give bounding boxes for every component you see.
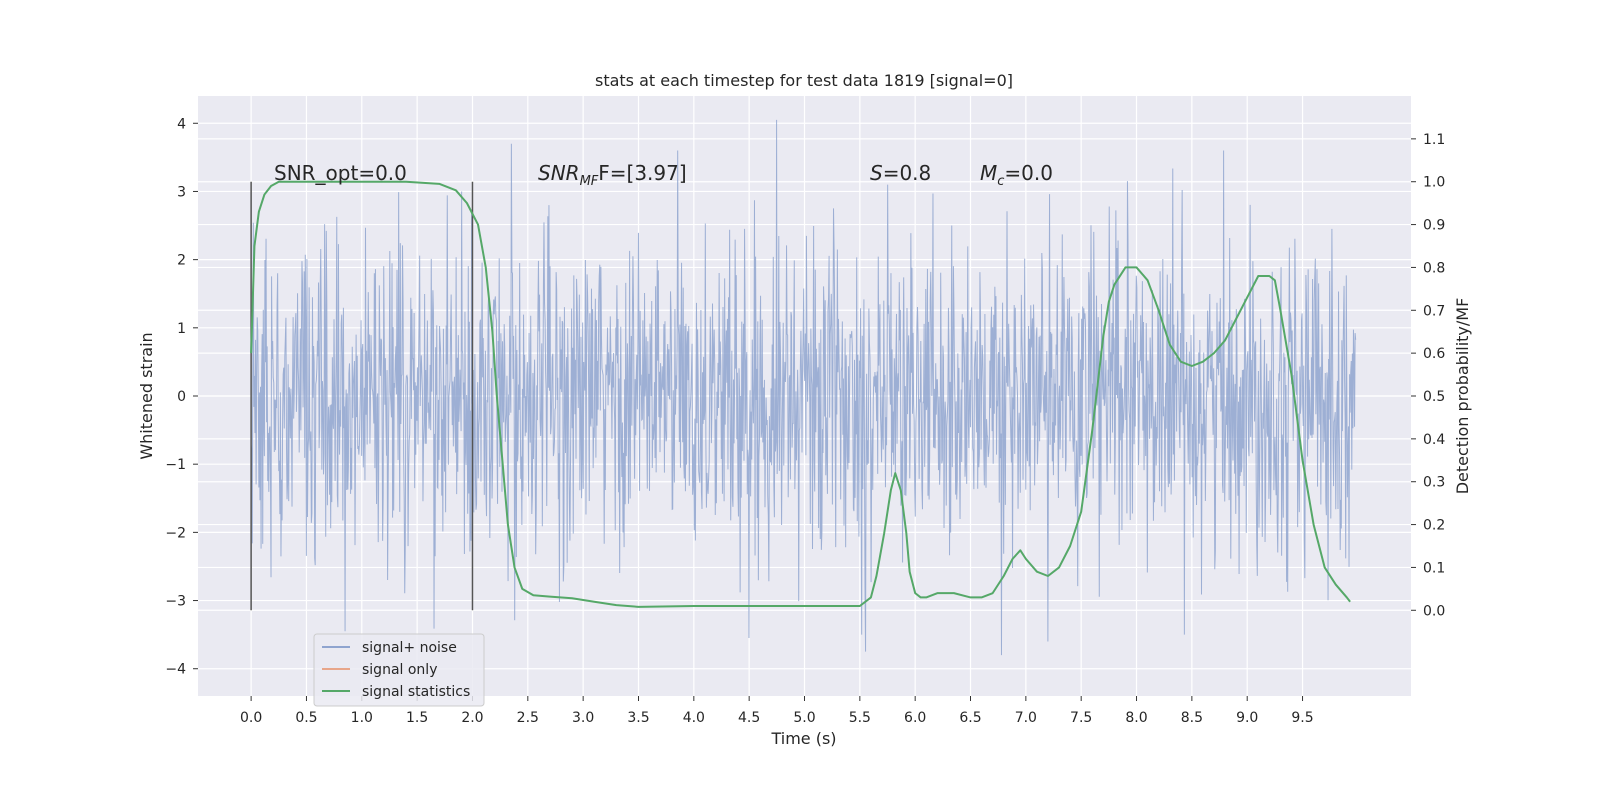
y-tick-label: 2 bbox=[177, 253, 186, 269]
y2-tick-label: 0.8 bbox=[1423, 260, 1445, 276]
y-tick-label: 1 bbox=[177, 321, 186, 337]
x-tick-label: 8.5 bbox=[1181, 710, 1203, 726]
y2-axis-label: Detection probability/MF bbox=[1453, 298, 1472, 495]
annotation-mc-main: M bbox=[980, 161, 997, 185]
legend-box bbox=[313, 633, 485, 707]
stats-series bbox=[250, 180, 1351, 608]
x-tick-label: 7.0 bbox=[1015, 710, 1037, 726]
y-tick-label: 4 bbox=[177, 116, 186, 132]
x-ticks: 0.0 0.5 1.0 1.5 2.0 2.5 3.0 3.5 4.0 4.5 5.0 5.5 6.0 6… bbox=[240, 696, 1314, 726]
y2-tick-label: 0.9 bbox=[1423, 218, 1445, 234]
annotation-snr-mf-main: SNR bbox=[538, 161, 580, 185]
y-axis-label: Whitened strain bbox=[137, 332, 156, 459]
y2-tick-label: 1.1 bbox=[1423, 132, 1445, 148]
y2-tick-label: 0.0 bbox=[1423, 603, 1445, 619]
legend-label-noise: signal+ noise bbox=[362, 640, 457, 656]
y2-tick-label: 0.6 bbox=[1423, 346, 1445, 362]
x-tick-label: 0.5 bbox=[295, 710, 317, 726]
annotation-s-main: S bbox=[870, 161, 883, 185]
annotation-mc-value: =0.0 bbox=[1004, 161, 1053, 185]
y-tick-label: 0 bbox=[177, 389, 186, 405]
y2-tick-label: 1.0 bbox=[1423, 175, 1445, 191]
chart-title: stats at each timestep for test data 181… bbox=[595, 71, 1013, 90]
x-tick-label: 8.0 bbox=[1125, 710, 1147, 726]
x-tick-label: 9.0 bbox=[1236, 710, 1258, 726]
annotation-s: S=0.8 bbox=[870, 161, 931, 185]
noise-series bbox=[250, 119, 1357, 656]
annotation-snr-opt: SNR_opt=0.0 bbox=[274, 161, 407, 185]
x-tick-label: 5.5 bbox=[849, 710, 871, 726]
y2-tick-label: 0.4 bbox=[1423, 432, 1445, 448]
x-tick-label: 1.5 bbox=[406, 710, 428, 726]
x-tick-label: 7.5 bbox=[1070, 710, 1092, 726]
y-tick-label: 3 bbox=[177, 184, 186, 200]
y2-tick-label: 0.5 bbox=[1423, 389, 1445, 405]
annotation-snr-mf-sub: MF bbox=[580, 174, 599, 189]
y2-ticks: 1.1 1.0 0.9 0.8 0.7 0.6 0.5 0.4 0.3 0.2 0.1 0.0 bbox=[1411, 132, 1445, 619]
x-tick-label: 9.5 bbox=[1291, 710, 1313, 726]
y2-tick-label: 0.7 bbox=[1423, 303, 1445, 319]
legend-label-signal: signal only bbox=[362, 662, 437, 678]
stats-line bbox=[250, 180, 1351, 608]
x-tick-label: 5.0 bbox=[793, 710, 815, 726]
vertical-markers bbox=[250, 181, 474, 611]
y2-tick-label: 0.3 bbox=[1423, 475, 1445, 491]
legend-label-stats: signal statistics bbox=[362, 684, 470, 700]
annotation-s-value: =0.8 bbox=[883, 161, 932, 185]
x-tick-label: 3.5 bbox=[627, 710, 649, 726]
noise-line bbox=[250, 119, 1357, 656]
x-axis-label: Time (s) bbox=[770, 729, 836, 748]
x-tick-label: 6.0 bbox=[904, 710, 926, 726]
x-tick-label: 4.0 bbox=[683, 710, 705, 726]
x-tick-label: 4.5 bbox=[738, 710, 760, 726]
y-ticks: 4 3 2 1 0 −1 −2 −3 −4 bbox=[165, 116, 198, 678]
annotation-mc: Mc=0.0 bbox=[980, 161, 1053, 189]
x-tick-label: 1.0 bbox=[351, 710, 373, 726]
annotation-snr-mf: SNRMFF=[3.97] bbox=[538, 161, 687, 189]
annotation-mc-sub: c bbox=[997, 174, 1004, 189]
y2-tick-label: 0.1 bbox=[1423, 560, 1445, 576]
x-tick-label: 6.5 bbox=[959, 710, 981, 726]
x-tick-label: 0.0 bbox=[240, 710, 262, 726]
x-tick-label: 3.0 bbox=[572, 710, 594, 726]
x-tick-label: 2.0 bbox=[461, 710, 483, 726]
y2-tick-label: 0.2 bbox=[1423, 518, 1445, 534]
y-tick-label: −2 bbox=[165, 525, 186, 541]
y-tick-label: −4 bbox=[165, 662, 186, 678]
y-tick-label: −3 bbox=[165, 594, 186, 610]
legend: signal+ noise signal only signal statist… bbox=[313, 633, 485, 707]
y-tick-label: −1 bbox=[165, 457, 186, 473]
annotation-snr-mf-value: F=[3.97] bbox=[598, 161, 686, 185]
x-tick-label: 2.5 bbox=[517, 710, 539, 726]
